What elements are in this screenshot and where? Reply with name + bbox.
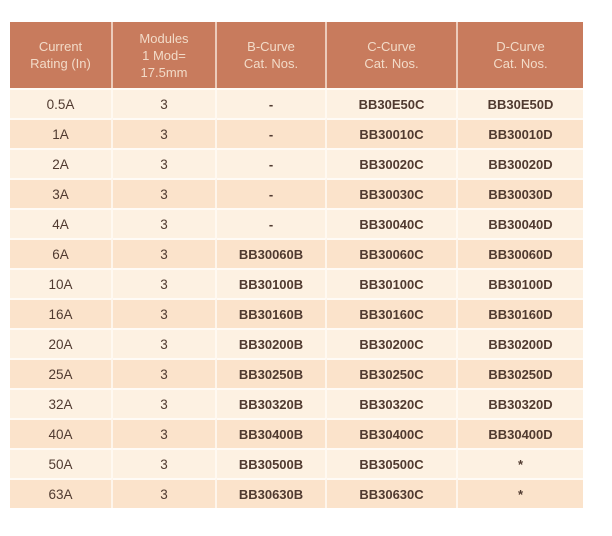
cell-c-curve: BB30200C	[327, 328, 458, 358]
table-row: 16A 3 BB30160B BB30160C BB30160D	[10, 298, 583, 328]
cell-d-curve: BB30010D	[458, 118, 583, 148]
col-header-current-rating: Current Rating (In)	[10, 22, 113, 88]
cell-c-curve: BB30630C	[327, 478, 458, 508]
cell-modules: 3	[113, 238, 217, 268]
cell-rating: 40A	[10, 418, 113, 448]
cell-modules: 3	[113, 208, 217, 238]
cell-c-curve: BB30160C	[327, 298, 458, 328]
cell-d-curve: *	[458, 478, 583, 508]
table-body: 0.5A 3 - BB30E50C BB30E50D 1A 3 - BB3001…	[10, 88, 583, 508]
cell-b-curve: -	[217, 208, 327, 238]
cell-rating: 6A	[10, 238, 113, 268]
cell-d-curve: BB30250D	[458, 358, 583, 388]
header-row: Current Rating (In) Modules 1 Mod= 17.5m…	[10, 22, 583, 88]
cell-modules: 3	[113, 178, 217, 208]
cell-c-curve: BB30320C	[327, 388, 458, 418]
cell-modules: 3	[113, 478, 217, 508]
cell-b-curve: -	[217, 178, 327, 208]
cell-rating: 2A	[10, 148, 113, 178]
cell-d-curve: BB30040D	[458, 208, 583, 238]
table-row: 40A 3 BB30400B BB30400C BB30400D	[10, 418, 583, 448]
col-header-b-curve: B-Curve Cat. Nos.	[217, 22, 327, 88]
cell-rating: 0.5A	[10, 88, 113, 118]
table-row: 63A 3 BB30630B BB30630C *	[10, 478, 583, 508]
cell-d-curve: BB30400D	[458, 418, 583, 448]
table-row: 3A 3 - BB30030C BB30030D	[10, 178, 583, 208]
cell-c-curve: BB30100C	[327, 268, 458, 298]
cell-b-curve: BB30400B	[217, 418, 327, 448]
cell-c-curve: BB30010C	[327, 118, 458, 148]
cell-c-curve: BB30020C	[327, 148, 458, 178]
cell-d-curve: BB30320D	[458, 388, 583, 418]
cell-d-curve: BB30E50D	[458, 88, 583, 118]
cell-c-curve: BB30500C	[327, 448, 458, 478]
cell-b-curve: BB30500B	[217, 448, 327, 478]
table-row: 1A 3 - BB30010C BB30010D	[10, 118, 583, 148]
table-row: 50A 3 BB30500B BB30500C *	[10, 448, 583, 478]
cell-rating: 1A	[10, 118, 113, 148]
cell-b-curve: BB30320B	[217, 388, 327, 418]
table-header: Current Rating (In) Modules 1 Mod= 17.5m…	[10, 22, 583, 88]
cell-rating: 4A	[10, 208, 113, 238]
cell-d-curve: BB30020D	[458, 148, 583, 178]
cell-d-curve: BB30030D	[458, 178, 583, 208]
cell-b-curve: -	[217, 148, 327, 178]
catalog-table-container: Current Rating (In) Modules 1 Mod= 17.5m…	[10, 22, 583, 508]
cell-d-curve: BB30060D	[458, 238, 583, 268]
cell-modules: 3	[113, 358, 217, 388]
cell-d-curve: BB30160D	[458, 298, 583, 328]
cell-b-curve: BB30100B	[217, 268, 327, 298]
table-row: 10A 3 BB30100B BB30100C BB30100D	[10, 268, 583, 298]
cell-rating: 20A	[10, 328, 113, 358]
cell-modules: 3	[113, 118, 217, 148]
cell-c-curve: BB30060C	[327, 238, 458, 268]
cell-modules: 3	[113, 448, 217, 478]
cell-modules: 3	[113, 328, 217, 358]
col-header-d-curve: D-Curve Cat. Nos.	[458, 22, 583, 88]
table-row: 25A 3 BB30250B BB30250C BB30250D	[10, 358, 583, 388]
table-row: 4A 3 - BB30040C BB30040D	[10, 208, 583, 238]
cell-b-curve: -	[217, 88, 327, 118]
cell-modules: 3	[113, 88, 217, 118]
cell-rating: 3A	[10, 178, 113, 208]
cell-c-curve: BB30250C	[327, 358, 458, 388]
cell-d-curve: BB30200D	[458, 328, 583, 358]
cell-rating: 25A	[10, 358, 113, 388]
cell-c-curve: BB30E50C	[327, 88, 458, 118]
cell-rating: 50A	[10, 448, 113, 478]
cell-c-curve: BB30400C	[327, 418, 458, 448]
mcb-catalog-table: Current Rating (In) Modules 1 Mod= 17.5m…	[10, 22, 583, 508]
cell-modules: 3	[113, 268, 217, 298]
cell-modules: 3	[113, 418, 217, 448]
cell-modules: 3	[113, 298, 217, 328]
table-row: 20A 3 BB30200B BB30200C BB30200D	[10, 328, 583, 358]
col-header-modules: Modules 1 Mod= 17.5mm	[113, 22, 217, 88]
cell-d-curve: BB30100D	[458, 268, 583, 298]
cell-b-curve: -	[217, 118, 327, 148]
table-row: 0.5A 3 - BB30E50C BB30E50D	[10, 88, 583, 118]
cell-b-curve: BB30160B	[217, 298, 327, 328]
cell-b-curve: BB30060B	[217, 238, 327, 268]
cell-b-curve: BB30250B	[217, 358, 327, 388]
cell-rating: 32A	[10, 388, 113, 418]
cell-b-curve: BB30630B	[217, 478, 327, 508]
cell-d-curve: *	[458, 448, 583, 478]
cell-c-curve: BB30040C	[327, 208, 458, 238]
cell-c-curve: BB30030C	[327, 178, 458, 208]
cell-rating: 63A	[10, 478, 113, 508]
table-row: 6A 3 BB30060B BB30060C BB30060D	[10, 238, 583, 268]
col-header-c-curve: C-Curve Cat. Nos.	[327, 22, 458, 88]
table-row: 32A 3 BB30320B BB30320C BB30320D	[10, 388, 583, 418]
cell-modules: 3	[113, 388, 217, 418]
cell-b-curve: BB30200B	[217, 328, 327, 358]
cell-modules: 3	[113, 148, 217, 178]
cell-rating: 16A	[10, 298, 113, 328]
cell-rating: 10A	[10, 268, 113, 298]
table-row: 2A 3 - BB30020C BB30020D	[10, 148, 583, 178]
